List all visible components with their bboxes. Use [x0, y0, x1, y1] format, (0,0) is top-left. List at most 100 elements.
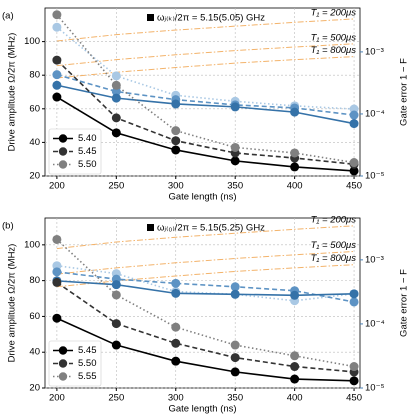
data-point: [52, 313, 62, 323]
data-point: [111, 319, 121, 329]
y-tick-label: 40: [29, 347, 40, 358]
data-point: [349, 289, 359, 299]
series-line: [56, 59, 355, 166]
data-point: [111, 290, 121, 300]
data-point: [52, 80, 62, 90]
data-point: [171, 145, 181, 155]
legend-marker: [58, 359, 68, 368]
data-point: [349, 158, 359, 168]
data-point: [230, 367, 240, 377]
legend-marker: [58, 346, 68, 355]
y-tick-label: 20: [29, 171, 40, 182]
data-point: [290, 362, 300, 372]
y-tick-label: 80: [29, 275, 40, 286]
y-tick-label: 40: [29, 137, 40, 148]
data-point: [230, 142, 240, 152]
t1-label: T₁ = 200μs: [311, 7, 357, 18]
data-point: [171, 356, 181, 366]
data-point: [52, 267, 62, 277]
series-line: [56, 281, 355, 373]
annotation-square: [147, 14, 154, 21]
data-point: [349, 119, 359, 129]
data-point: [111, 87, 121, 97]
legend-marker: [58, 134, 68, 143]
data-point: [290, 162, 300, 172]
data-point: [52, 70, 62, 80]
series-line: [56, 43, 355, 67]
series-line: [56, 96, 355, 172]
data-point: [230, 340, 240, 350]
data-point: [230, 156, 240, 166]
data-point: [230, 289, 240, 299]
y-tick-label: 60: [29, 311, 40, 322]
data-point: [171, 338, 181, 348]
t1-label: T₁ = 800μs: [311, 253, 357, 264]
t1-label: T₁ = 500μs: [311, 240, 357, 251]
legend-label: 5.40: [78, 133, 97, 144]
y-tick-label: 20: [29, 383, 40, 394]
data-point: [290, 107, 300, 117]
series-line: [56, 317, 355, 382]
data-point: [52, 55, 62, 65]
data-point: [171, 322, 181, 332]
annotation: ωⱼ₍ₖ₎/2π = 5.15(5.05) GHz: [157, 13, 265, 24]
y2-tick-label: 10⁻⁵: [365, 383, 385, 394]
y2-axis-label: Gate error 1 − F: [399, 58, 410, 126]
annotation: ωⱼ₍₀₎/2π = 5.15(5.25) GHz: [157, 223, 265, 234]
y2-tick-label: 10⁻³: [365, 46, 384, 57]
data-point: [349, 297, 359, 307]
y-tick-label: 100: [24, 239, 40, 250]
x-axis-label: Gate length (ns): [168, 192, 236, 203]
data-point: [171, 278, 181, 288]
data-point: [171, 288, 181, 298]
data-point: [52, 92, 62, 102]
x-tick-label: 400: [287, 181, 303, 192]
t1-label: T₁ = 500μs: [311, 32, 357, 43]
t1-label: T₁ = 200μs: [311, 214, 357, 225]
data-point: [230, 102, 240, 112]
x-tick-label: 200: [49, 181, 65, 192]
x-tick-label: 400: [287, 393, 303, 404]
y-tick-label: 80: [29, 70, 40, 81]
series-line: [56, 225, 355, 250]
data-point: [52, 277, 62, 287]
y-axis-label: Drive amplitude Ω/2π (MHz): [7, 244, 18, 363]
series-line: [56, 264, 355, 288]
x-axis-label: Gate length (ns): [168, 404, 236, 415]
x-tick-label: 450: [346, 393, 362, 404]
legend-label: 5.55: [78, 371, 97, 382]
data-point: [230, 353, 240, 363]
series-line: [56, 18, 355, 42]
data-point: [52, 22, 62, 32]
legend-marker: [58, 372, 68, 381]
y2-tick-label: 10⁻⁴: [365, 318, 385, 329]
y-tick-label: 60: [29, 103, 40, 114]
x-tick-label: 300: [168, 181, 184, 192]
data-point: [290, 148, 300, 158]
data-point: [111, 80, 121, 90]
legend-label: 5.45: [78, 345, 97, 356]
data-point: [171, 136, 181, 146]
legend-marker: [58, 160, 68, 169]
y2-tick-label: 10⁻⁴: [365, 108, 385, 119]
y2-tick-label: 10⁻⁵: [365, 171, 385, 182]
data-point: [230, 282, 240, 292]
panel-label: (a): [2, 11, 14, 22]
x-tick-label: 450: [346, 181, 362, 192]
legend-label: 5.45: [78, 146, 97, 157]
series-line: [56, 84, 355, 125]
annotation-square: [147, 224, 154, 231]
legend-marker: [58, 147, 68, 156]
series-line: [56, 251, 355, 275]
y-tick-label: 100: [24, 36, 40, 47]
data-point: [111, 128, 121, 138]
data-point: [349, 166, 359, 176]
series-line: [56, 280, 355, 297]
panel-label: (b): [2, 221, 14, 232]
data-point: [111, 71, 121, 81]
series-line: [56, 238, 355, 368]
data-point: [290, 374, 300, 384]
series-line: [56, 271, 355, 303]
data-point: [349, 110, 359, 120]
data-point: [290, 290, 300, 300]
